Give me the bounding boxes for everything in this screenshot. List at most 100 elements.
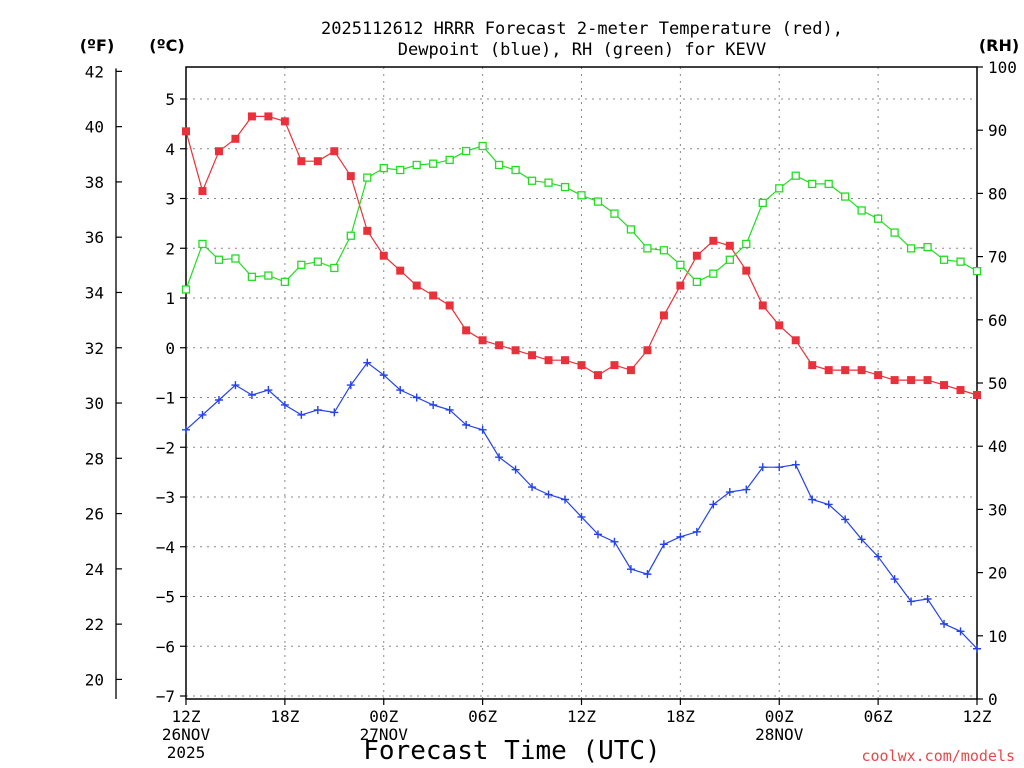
data-point: [907, 597, 916, 606]
data-point: [198, 410, 207, 419]
data-point: [906, 244, 916, 253]
data-point: [247, 391, 256, 400]
data-point: [593, 530, 602, 539]
data-point: [775, 321, 784, 330]
celsius-tick-label: −4: [156, 538, 175, 557]
data-point: [297, 410, 306, 419]
data-point: [528, 351, 537, 360]
rh-unit-label: (RH): [979, 36, 1019, 55]
celsius-tick-label: 2: [165, 239, 175, 258]
series-dewpoint: [182, 358, 981, 653]
data-point: [445, 301, 454, 310]
data-point: [775, 184, 784, 193]
rh-tick-label: 70: [988, 248, 1007, 267]
celsius-tick-label: −7: [156, 687, 175, 706]
data-point: [742, 239, 751, 249]
data-point: [626, 366, 635, 375]
x-tick-label: 12Z: [963, 707, 992, 726]
data-point: [874, 552, 883, 561]
data-point: [873, 214, 883, 223]
data-point: [676, 260, 685, 269]
data-point: [527, 176, 537, 185]
series-rh: [181, 141, 982, 294]
data-point: [363, 226, 372, 235]
data-point: [330, 263, 339, 273]
data-point: [939, 255, 949, 264]
rh-tick-label: 50: [988, 374, 1007, 393]
data-point: [659, 246, 669, 255]
data-point: [363, 358, 372, 367]
data-point: [758, 198, 767, 208]
x-tick-label: 00Z: [765, 707, 794, 726]
data-point: [280, 277, 290, 287]
data-point: [841, 515, 850, 524]
data-point: [396, 165, 405, 175]
credit-link[interactable]: coolwx.com/models: [861, 747, 1015, 765]
data-point: [956, 386, 965, 395]
data-point: [626, 225, 636, 234]
data-point: [346, 381, 355, 390]
data-point: [973, 391, 981, 400]
data-point: [198, 239, 207, 249]
rh-tick-label: 0: [988, 690, 998, 709]
data-point: [198, 187, 207, 196]
fahrenheit-tick-label: 24: [85, 560, 104, 579]
celsius-tick-label: 4: [165, 140, 175, 159]
data-point: [445, 405, 454, 414]
data-point: [742, 485, 751, 494]
data-point: [841, 192, 850, 201]
data-point: [610, 537, 619, 546]
data-point: [742, 266, 751, 275]
data-point: [429, 400, 438, 409]
axes: 202224262830323436384042−7−6−5−4−3−2−101…: [85, 58, 1017, 762]
data-point: [725, 488, 734, 497]
data-point: [297, 157, 306, 166]
data-point: [577, 191, 586, 200]
fahrenheit-tick-label: 34: [85, 283, 104, 302]
data-point: [561, 495, 570, 504]
data-point: [890, 228, 899, 237]
celsius-tick-label: −2: [156, 438, 175, 457]
rh-tick-label: 80: [988, 184, 1007, 203]
data-point: [478, 336, 487, 345]
data-point: [396, 386, 405, 395]
data-point: [709, 236, 718, 245]
data-point: [247, 112, 256, 121]
data-point: [297, 260, 306, 269]
data-point: [973, 644, 981, 653]
data-point: [956, 257, 965, 266]
rh-tick-label: 90: [988, 121, 1007, 140]
series-temperature: [182, 112, 981, 400]
data-point: [643, 346, 652, 355]
data-point: [907, 376, 916, 385]
celsius-tick-label: −5: [156, 588, 175, 607]
fahrenheit-tick-label: 40: [85, 118, 104, 137]
rh-tick-label: 100: [988, 58, 1017, 77]
data-point: [182, 127, 190, 136]
data-point: [791, 171, 800, 180]
celsius-tick-label: 0: [165, 339, 175, 358]
data-point: [709, 269, 718, 278]
data-point: [808, 179, 817, 189]
data-point: [676, 532, 685, 541]
data-point: [940, 381, 949, 390]
x-tick-label: 26NOV: [162, 725, 211, 744]
data-point: [379, 371, 388, 380]
data-point: [577, 512, 586, 521]
data-point: [560, 182, 570, 192]
data-point: [808, 361, 817, 370]
data-point: [857, 206, 866, 215]
data-point: [659, 540, 668, 549]
celsius-tick-label: 1: [165, 289, 175, 308]
data-point: [511, 165, 520, 175]
data-point: [462, 420, 471, 429]
data-point: [824, 179, 833, 189]
data-point: [330, 147, 339, 156]
data-point: [346, 231, 355, 240]
data-point: [379, 251, 388, 260]
x-tick-label: 12Z: [567, 707, 596, 726]
fahrenheit-unit-label: (ºF): [80, 36, 115, 55]
rh-tick-label: 20: [988, 564, 1007, 583]
x-tick-label: 06Z: [864, 707, 893, 726]
